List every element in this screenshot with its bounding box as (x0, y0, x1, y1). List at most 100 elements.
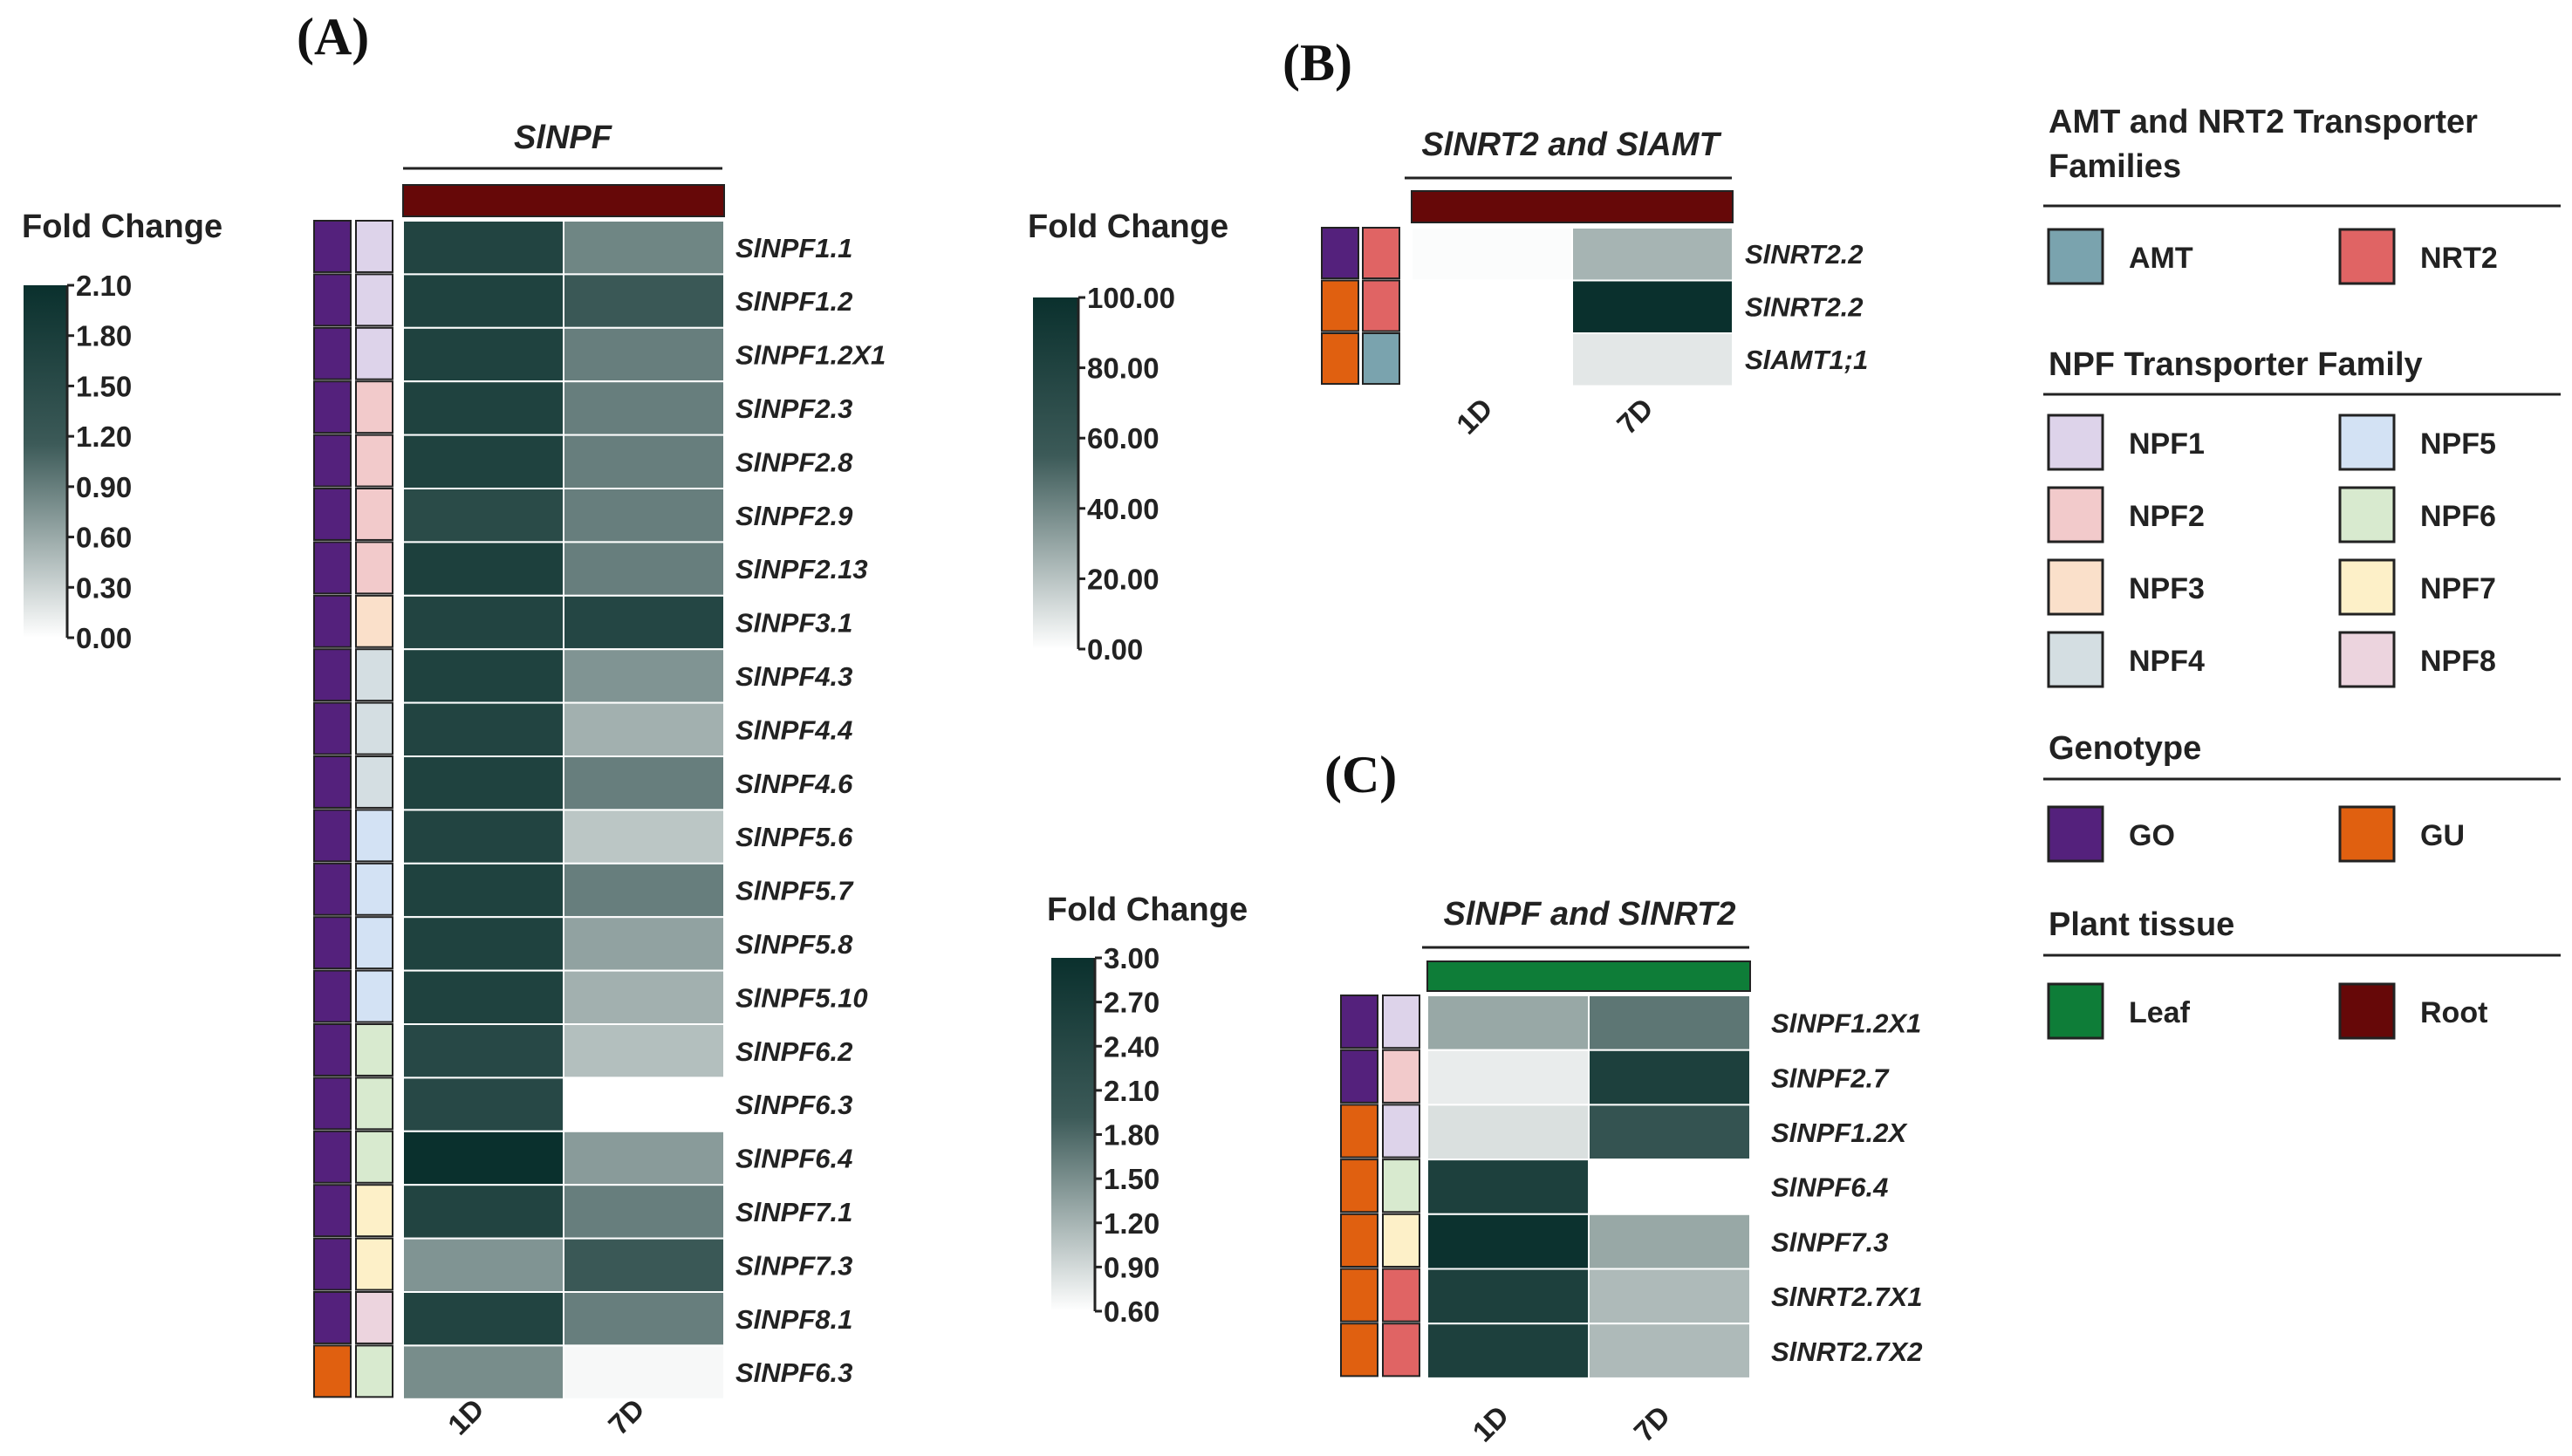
colorbar-gradient (24, 285, 67, 638)
row-label: SlNPF6.3 (735, 1090, 852, 1120)
family-cell (355, 594, 393, 648)
family-cell (355, 916, 393, 970)
heatmaps: SlNPF1.1 SlNPF1.2 SlNPF1.2X1 SlNPF2.3 SlNPF2… (313, 184, 1922, 1448)
family-cell (1362, 279, 1400, 332)
family-cell (355, 809, 393, 863)
family-cell (1382, 1213, 1420, 1268)
row-label: SlNRT2.7X2 (1771, 1336, 1922, 1367)
heatmap-cell (1411, 227, 1573, 282)
heatmap-cell (563, 1130, 725, 1186)
genotype-cell (313, 488, 352, 541)
row-label: SlNPF2.13 (735, 554, 868, 584)
tissue-bar (402, 184, 725, 217)
row-label: SlNPF1.2X (1771, 1118, 1908, 1148)
row-label: SlNPF1.2X1 (1771, 1008, 1921, 1039)
heatmap-cell (1426, 1268, 1590, 1325)
genotype-cell (313, 916, 352, 970)
column-label: 1D (1466, 1399, 1515, 1448)
colorbar-gradient (1051, 958, 1095, 1311)
legend-label: GO (2129, 819, 2175, 852)
legend-swatch (2047, 631, 2104, 688)
heatmap-cell (563, 1237, 725, 1293)
row-label: SlNPF5.7 (735, 876, 854, 906)
legend-label: GU (2420, 819, 2465, 852)
family-cell (1382, 1268, 1420, 1323)
family-cell (355, 1184, 393, 1238)
legend-label: NRT2 (2420, 242, 2498, 275)
row-label: SlNPF2.7 (1771, 1063, 1890, 1093)
heatmap-cell (402, 273, 564, 329)
heatmap-cell (402, 1130, 564, 1186)
heatmap-cell (563, 326, 725, 383)
family-cell (1382, 995, 1420, 1049)
heatmap-panel-3: SlNPF1.2X1 SlNPF2.7 SlNPF1.2X SlNPF6.4 SlNPF… (1340, 960, 1922, 1448)
colorbar-tick-label: 0.90 (1104, 1251, 1159, 1283)
row-label: SlAMT1;1 (1745, 345, 1868, 375)
heatmap-cell (1588, 1049, 1751, 1106)
genotype-cell (1340, 1049, 1378, 1104)
colorbars: 2.10 1.80 1.50 1.20 0.90 0.60 0.30 0.00 100.00 80… (24, 270, 1175, 1328)
heatmap-cell (563, 1184, 725, 1240)
genotype-cell (1340, 1323, 1378, 1377)
legend-npf-title: NPF Transporter Family (2049, 346, 2423, 383)
genotype-cell (313, 701, 352, 755)
genotype-cell (313, 648, 352, 702)
colorbar-tick-label: 1.20 (76, 420, 132, 453)
heatmap-cell (563, 701, 725, 757)
row-label: SlNPF2.9 (735, 501, 853, 531)
colorbar-1: 2.10 1.80 1.50 1.20 0.90 0.60 0.30 0.00 (24, 270, 132, 654)
genotype-cell (313, 862, 352, 916)
colorbar-tick-label: 40.00 (1087, 493, 1159, 525)
genotype-cell (1340, 995, 1378, 1049)
genotype-cell (313, 1023, 352, 1077)
legend-swatch (2338, 558, 2396, 616)
genotype-cell (313, 1130, 352, 1184)
colorbar-tick-label: 20.00 (1087, 563, 1159, 595)
heatmap-cell (563, 648, 725, 704)
legend-swatch (2047, 486, 2104, 543)
panel-b-label: (B) (1283, 34, 1352, 92)
colorbar-tick-label: 80.00 (1087, 352, 1159, 385)
family-cell (355, 326, 393, 380)
row-label: SlNPF1.1 (735, 233, 852, 263)
heatmap-cell (402, 809, 564, 865)
row-label: SlNRT2.2 (1745, 239, 1864, 270)
genotype-cell (313, 594, 352, 648)
legend-label: NPF8 (2420, 645, 2496, 678)
family-cell (355, 273, 393, 327)
heatmap-cell (402, 220, 564, 276)
heatmap-cell (1588, 1268, 1751, 1325)
colorbar-tick-label: 0.60 (76, 522, 132, 554)
row-label: SlNPF5.10 (735, 982, 868, 1013)
colorbar-tick-label: 1.80 (76, 320, 132, 352)
panel-c-title: SlNPF and SlNRT2 (1443, 896, 1735, 933)
family-cell (355, 755, 393, 809)
heatmap-cell (402, 1077, 564, 1132)
heatmap-cell (1426, 1213, 1590, 1270)
heatmap-cell (1426, 1323, 1590, 1379)
family-cell (1382, 1159, 1420, 1213)
heatmap-cell (1426, 1049, 1590, 1106)
colorbar-tick-label: 2.10 (1104, 1075, 1159, 1107)
legend-label: AMT (2129, 242, 2193, 275)
genotype-cell (313, 755, 352, 809)
legend-swatch (2047, 414, 2104, 471)
heatmap-cell (402, 1344, 564, 1400)
genotype-cell (1340, 1159, 1378, 1213)
heatmap-cell (1588, 1104, 1751, 1161)
colorbar-tick-label: 1.20 (1104, 1207, 1159, 1240)
legend-swatch (2047, 228, 2104, 285)
family-cell (355, 701, 393, 755)
legend-swatch (2338, 982, 2396, 1040)
legend-label: NPF3 (2129, 572, 2205, 605)
family-cell (1382, 1323, 1420, 1377)
family-cell (355, 648, 393, 702)
colorbar-tick-label: 0.30 (76, 571, 132, 604)
heatmap-cell (402, 755, 564, 811)
heatmap-cell (563, 916, 725, 972)
legend-swatch (2338, 414, 2396, 471)
heatmap-cell (402, 594, 564, 651)
family-cell (355, 1077, 393, 1131)
heatmap-cell (1426, 995, 1590, 1051)
heatmap-cell (402, 701, 564, 757)
